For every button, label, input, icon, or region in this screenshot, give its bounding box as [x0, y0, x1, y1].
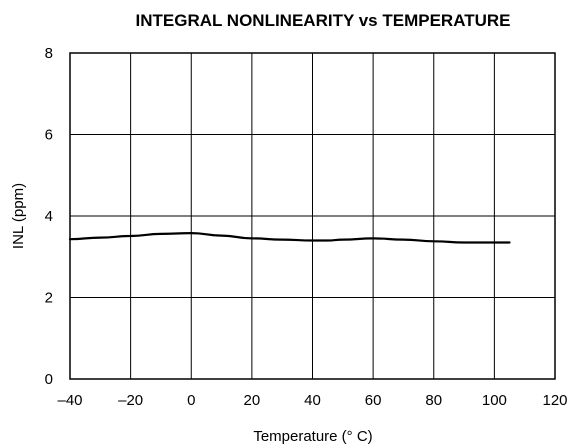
y-tick-label: 4: [45, 208, 53, 225]
y-axis-label: INL (ppm): [10, 183, 27, 249]
x-tick-label: 60: [365, 392, 382, 409]
x-tick-label: 80: [425, 392, 442, 409]
inl-series-line: [68, 232, 511, 244]
chart-title: INTEGRAL NONLINEARITY vs TEMPERATURE: [136, 11, 511, 30]
x-axis-ticks: –40 –20 0 20 40 60 80 100 120: [57, 392, 567, 409]
grid-lines: [69, 52, 556, 380]
x-tick-label: 100: [482, 392, 507, 409]
x-axis-label: Temperature (° C): [253, 428, 372, 445]
x-tick-label: 120: [542, 392, 567, 409]
x-tick-label: –40: [57, 392, 82, 409]
y-tick-label: 0: [45, 371, 53, 388]
y-axis-ticks: 0 2 4 6 8: [45, 45, 53, 388]
x-tick-label: –20: [118, 392, 143, 409]
y-tick-label: 8: [45, 45, 53, 62]
series-layer: [68, 232, 511, 244]
x-tick-label: 0: [187, 392, 195, 409]
y-tick-label: 6: [45, 127, 53, 144]
x-tick-label: 40: [304, 392, 321, 409]
plot-area-frame: [69, 52, 556, 380]
y-tick-label: 2: [45, 290, 53, 307]
x-tick-label: 20: [244, 392, 261, 409]
